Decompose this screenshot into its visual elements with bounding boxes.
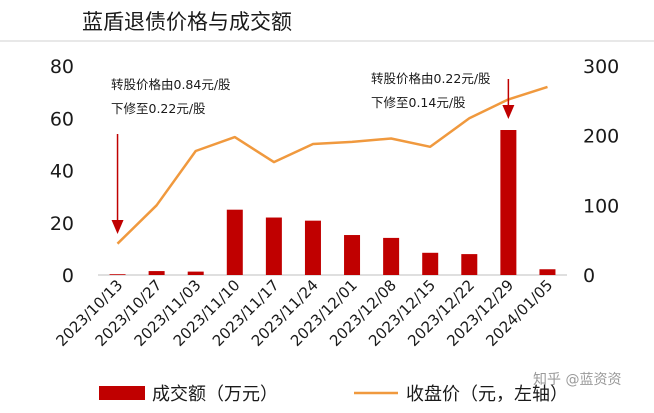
- bar: [109, 274, 126, 275]
- legend-label: 收盘价（元，左轴）: [406, 384, 568, 405]
- bar: [539, 269, 556, 275]
- legend-label: 成交额（万元）: [152, 384, 278, 405]
- y-left-tick-label: 60: [50, 108, 74, 130]
- annotation-text: 下修至0.22元/股: [111, 101, 206, 116]
- annotation-arrow-head: [502, 105, 515, 119]
- legend-swatch-bar: [99, 386, 145, 400]
- watermark: 知乎 @蓝资资: [533, 371, 621, 388]
- bar: [265, 217, 282, 275]
- y-right-tick-label: 200: [583, 126, 619, 148]
- legend: 成交额（万元） 收盘价（元，左轴）: [99, 384, 568, 405]
- bar: [344, 235, 361, 275]
- y-left-tick-label: 80: [50, 56, 74, 78]
- price-line: [116, 85, 548, 245]
- chart-title: 蓝盾退债价格与成交额: [82, 10, 292, 34]
- annotation-text: 下修至0.14元/股: [371, 95, 466, 110]
- bar: [187, 271, 204, 275]
- bar: [422, 252, 439, 275]
- y-right-tick-label: 0: [583, 265, 595, 287]
- y-left-tick-label: 40: [50, 161, 74, 183]
- y-right-tick-label: 300: [583, 56, 619, 78]
- annotation-text: 转股价格由0.84元/股: [111, 77, 231, 92]
- bar: [226, 209, 243, 275]
- annotation-arrow-head: [111, 220, 124, 234]
- bar: [500, 130, 517, 275]
- y-left-tick-label: 20: [50, 213, 74, 235]
- bar-series: [109, 130, 556, 275]
- bar: [383, 237, 400, 275]
- y-right-tick-label: 100: [583, 195, 619, 217]
- bar: [304, 220, 321, 275]
- bar: [461, 254, 478, 275]
- y-left-tick-label: 0: [62, 265, 74, 287]
- line-series: [116, 85, 548, 245]
- annotation-text: 转股价格由0.22元/股: [371, 71, 491, 86]
- bar: [148, 271, 165, 275]
